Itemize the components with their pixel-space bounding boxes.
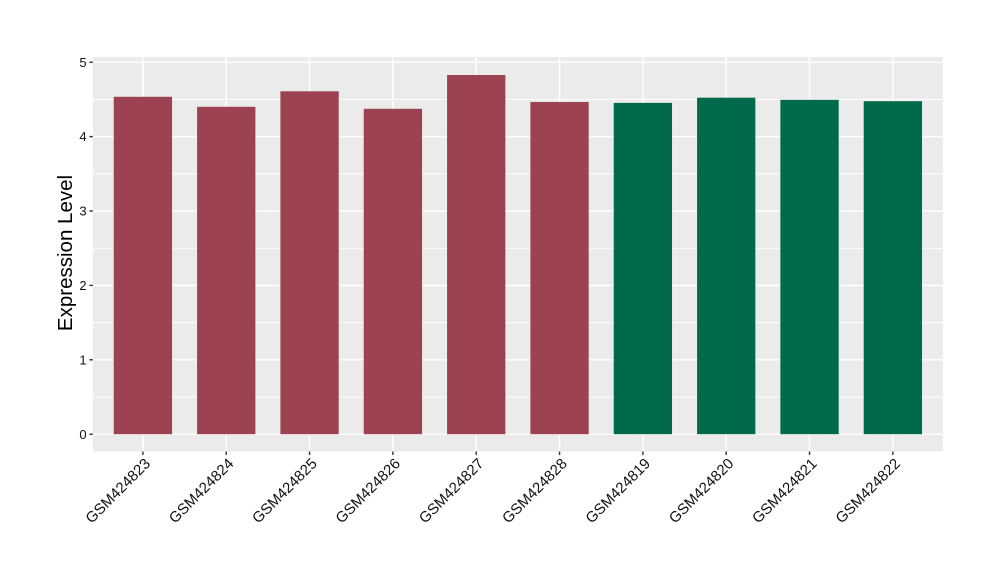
svg-text:GSM424820: GSM424820 [666,455,738,527]
svg-text:2: 2 [79,278,86,293]
svg-text:GSM424825: GSM424825 [249,455,321,527]
svg-text:0: 0 [79,427,86,442]
svg-text:GSM424827: GSM424827 [416,455,488,527]
svg-text:1: 1 [79,352,86,367]
svg-text:GSM424828: GSM424828 [499,455,571,527]
svg-text:GSM424824: GSM424824 [166,455,238,527]
svg-text:Expression Level: Expression Level [54,175,77,331]
svg-text:4: 4 [79,129,86,144]
svg-text:GSM424821: GSM424821 [749,455,821,527]
svg-text:3: 3 [79,204,86,219]
svg-text:GSM424819: GSM424819 [582,455,654,527]
svg-text:5: 5 [79,55,86,70]
svg-text:GSM424822: GSM424822 [832,455,904,527]
svg-text:GSM424826: GSM424826 [332,455,404,527]
svg-text:GSM424823: GSM424823 [82,455,154,527]
